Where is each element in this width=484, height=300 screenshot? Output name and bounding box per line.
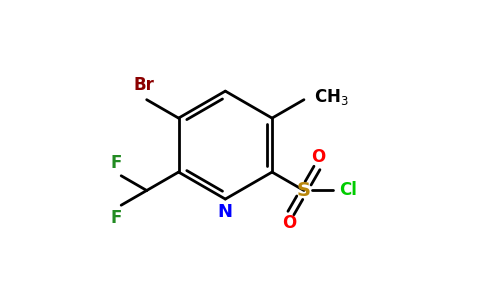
Text: F: F (111, 209, 122, 227)
Text: Cl: Cl (339, 182, 357, 200)
Text: F: F (111, 154, 122, 172)
Text: Br: Br (134, 76, 155, 94)
Text: O: O (311, 148, 325, 166)
Text: CH$_3$: CH$_3$ (314, 87, 348, 107)
Text: N: N (218, 203, 233, 221)
Text: O: O (283, 214, 297, 232)
Text: S: S (297, 181, 311, 200)
